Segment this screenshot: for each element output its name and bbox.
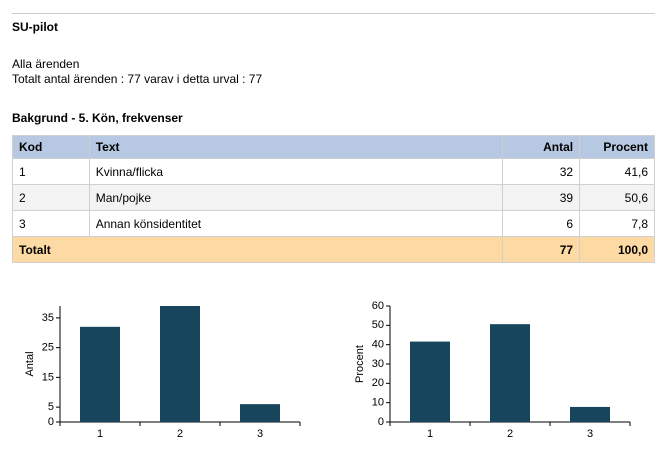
y-tick-label: 25: [42, 342, 54, 354]
y-tick-label: 60: [372, 300, 384, 312]
x-tick-label: 1: [97, 428, 103, 440]
subtitle: Alla ärenden: [12, 57, 80, 71]
column-header: Kod: [12, 135, 90, 159]
x-tick-label: 2: [507, 428, 513, 440]
table-cell: 39: [502, 184, 581, 211]
table-row: 3 Annan könsidentitet 6 7,8: [12, 210, 655, 237]
bar: [240, 404, 280, 422]
y-tick-label: 50: [372, 319, 384, 331]
table-cell: 2: [12, 184, 90, 211]
y-axis-label: Procent: [354, 345, 366, 383]
bar: [160, 306, 200, 422]
table-cell: Man/pojke: [88, 184, 504, 211]
x-tick-label: 3: [257, 428, 263, 440]
total-cell: 100,0: [579, 236, 655, 263]
table-cell: 32: [502, 158, 581, 185]
total-cell: 77: [502, 236, 581, 263]
top-rule: [12, 13, 655, 14]
x-tick-label: 3: [587, 428, 593, 440]
y-tick-label: 30: [372, 358, 384, 370]
report-title: SU-pilot: [12, 20, 58, 34]
y-tick-label: 10: [372, 397, 384, 409]
bar: [490, 324, 530, 422]
y-tick-label: 15: [42, 371, 54, 383]
bar: [570, 406, 610, 422]
table-cell: 3: [12, 210, 90, 237]
table-cell: 50,6: [579, 184, 655, 211]
total-row: Totalt 77 100,0: [11, 236, 655, 263]
bar: [410, 341, 450, 422]
y-tick-label: 40: [372, 339, 384, 351]
frequency-table: Kod Text Antal Procent 1 Kvinna/flicka 32 41,6 2…: [11, 135, 655, 263]
table-cell: Annan könsidentitet: [88, 210, 504, 237]
table-cell: Kvinna/flicka: [88, 158, 504, 185]
section-title: Bakgrund - 5. Kön, frekvenser: [12, 111, 183, 125]
y-tick-label: 35: [42, 312, 54, 324]
y-tick-label: 20: [372, 377, 384, 389]
x-tick-label: 1: [427, 428, 433, 440]
bar: [80, 326, 120, 422]
header-row: Kod Text Antal Procent: [12, 135, 655, 159]
total-cell: Totalt: [11, 236, 504, 263]
table-cell: 6: [502, 210, 581, 237]
y-tick-label: 0: [48, 416, 54, 428]
table-row: 1 Kvinna/flicka 32 41,6: [12, 158, 655, 185]
table-cell: 1: [12, 158, 90, 185]
table-cell: 7,8: [579, 210, 655, 237]
summary: Totalt antal ärenden : 77 varav i detta …: [12, 72, 263, 86]
x-tick-label: 2: [177, 428, 183, 440]
column-header: Procent: [579, 135, 655, 159]
table-cell: 41,6: [579, 158, 655, 185]
table-row: 2 Man/pojke 39 50,6: [12, 184, 655, 211]
y-tick-label: 0: [378, 416, 384, 428]
column-header: Text: [88, 135, 504, 159]
y-axis-label: Antal: [24, 351, 36, 376]
charts: Antal 0 5 15 25 35 1 2 3 Procent 0 10 20 30 40 50 60 1 2 3: [24, 300, 631, 440]
column-header: Antal: [502, 135, 581, 159]
y-tick-label: 5: [48, 401, 54, 413]
